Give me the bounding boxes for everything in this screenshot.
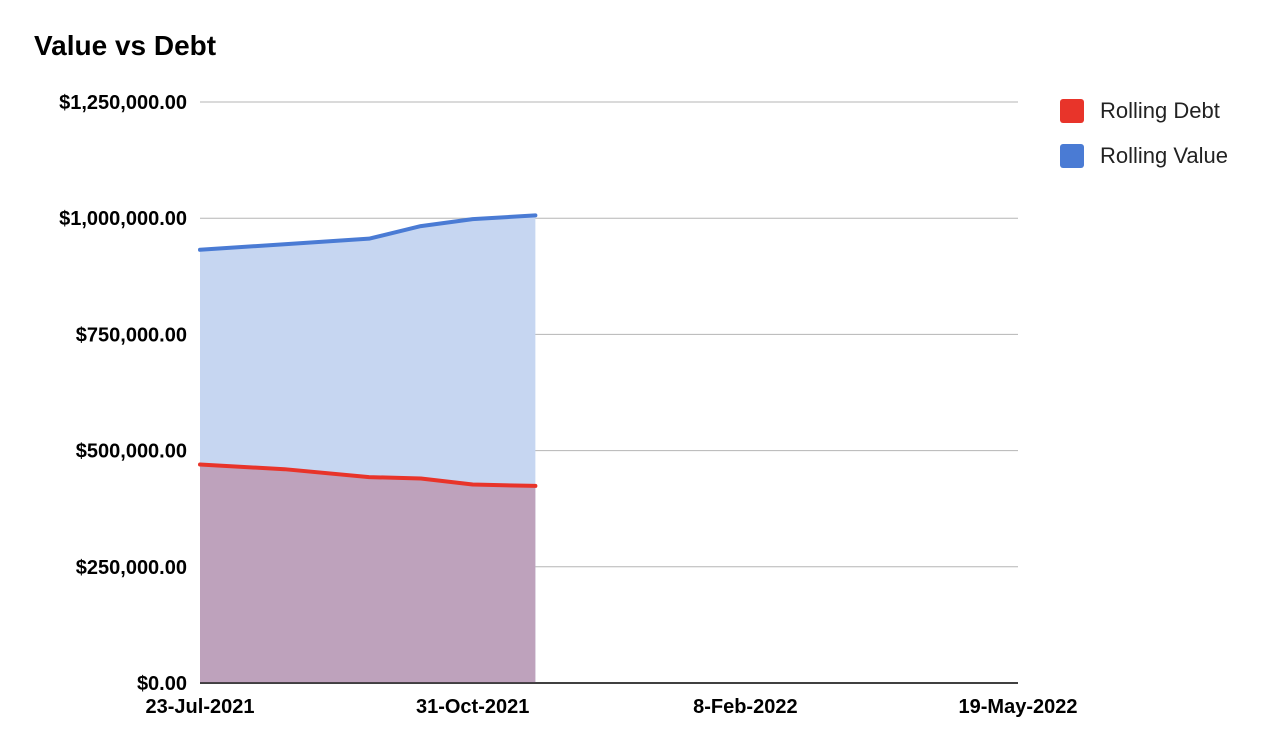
legend-label-rolling-value: Rolling Value (1100, 142, 1229, 168)
y-tick-label: $750,000.00 (76, 324, 187, 346)
series-areas (200, 215, 536, 683)
y-tick-label: $250,000.00 (76, 557, 187, 579)
y-tick-label: $1,250,000.00 (59, 92, 187, 114)
legend-swatch-rolling-debt (1060, 98, 1084, 123)
y-tick-label: $1,000,000.00 (59, 208, 187, 230)
y-tick-label: $500,000.00 (76, 441, 187, 463)
chart-title: Value vs Debt (34, 30, 217, 61)
x-axis-tick-labels: 23-Jul-2021 31-Oct-2021 8-Feb-2022 19-May-2… (146, 696, 1078, 718)
legend-item-rolling-value[interactable]: Rolling Value (1060, 133, 1228, 178)
series-lines (198, 213, 538, 488)
legend-label-rolling-debt: Rolling Debt (1100, 97, 1220, 123)
y-axis-tick-labels: $0.00 $250,000.00 $500,000.00 $750,000.00 $1… (59, 92, 187, 695)
x-tick-label: 23-Jul-2021 (146, 696, 255, 718)
line-rolling-debt[interactable] (198, 462, 538, 488)
x-tick-label: 19-May-2022 (959, 696, 1078, 718)
legend: Rolling Debt Rolling Value (1060, 88, 1228, 178)
line-rolling-value[interactable] (198, 213, 538, 252)
legend-swatch-rolling-value (1060, 143, 1084, 168)
legend-item-rolling-debt[interactable]: Rolling Debt (1060, 88, 1228, 133)
x-tick-label: 8-Feb-2022 (693, 696, 798, 718)
x-tick-label: 31-Oct-2021 (416, 696, 529, 718)
area-rolling-debt (200, 464, 536, 683)
y-tick-label: $0.00 (137, 673, 187, 695)
